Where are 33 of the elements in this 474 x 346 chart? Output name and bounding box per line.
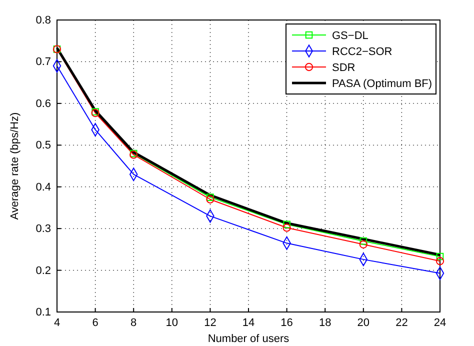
point bbox=[206, 194, 214, 201]
x-tick-label: 10 bbox=[166, 316, 178, 329]
x-tick-label: 22 bbox=[396, 316, 408, 329]
x-tick-label: 16 bbox=[280, 316, 293, 329]
x-tick-label: 24 bbox=[434, 316, 446, 329]
x-tick-label: 4 bbox=[54, 316, 60, 329]
x-tick-label: 20 bbox=[357, 316, 370, 329]
x-axis-title: Number of users bbox=[208, 333, 290, 345]
x-tick-label: 12 bbox=[204, 316, 216, 329]
legend-label: PASA (Optimum BF) bbox=[332, 78, 432, 90]
x-tick-label: 6 bbox=[92, 316, 98, 329]
legend-label: SDR bbox=[332, 62, 356, 74]
point bbox=[282, 224, 291, 232]
y-tick-label: 0.1 bbox=[36, 306, 51, 319]
point bbox=[436, 257, 444, 266]
legend-label: RCC2−SOR bbox=[332, 46, 392, 58]
point bbox=[206, 195, 214, 204]
point bbox=[436, 252, 444, 260]
x-tick-label: 18 bbox=[318, 316, 332, 329]
x-tick-label: 14 bbox=[242, 316, 255, 329]
y-tick-label: 0.3 bbox=[36, 223, 51, 236]
y-tick-label: 0.2 bbox=[36, 264, 51, 277]
x-tick-label: 8 bbox=[130, 316, 137, 329]
point bbox=[359, 240, 368, 248]
y-tick-label: 0.6 bbox=[36, 98, 51, 110]
y-tick-label: 0.8 bbox=[36, 14, 51, 27]
point bbox=[283, 220, 290, 228]
y-axis-title: Average rate (bps/Hz) bbox=[9, 112, 21, 220]
legend-label: GS−DL bbox=[332, 30, 368, 42]
y-tick-label: 0.4 bbox=[36, 181, 51, 194]
y-tick-label: 0.5 bbox=[36, 140, 51, 152]
y-tick-label: 0.7 bbox=[36, 56, 51, 68]
point bbox=[360, 237, 368, 245]
